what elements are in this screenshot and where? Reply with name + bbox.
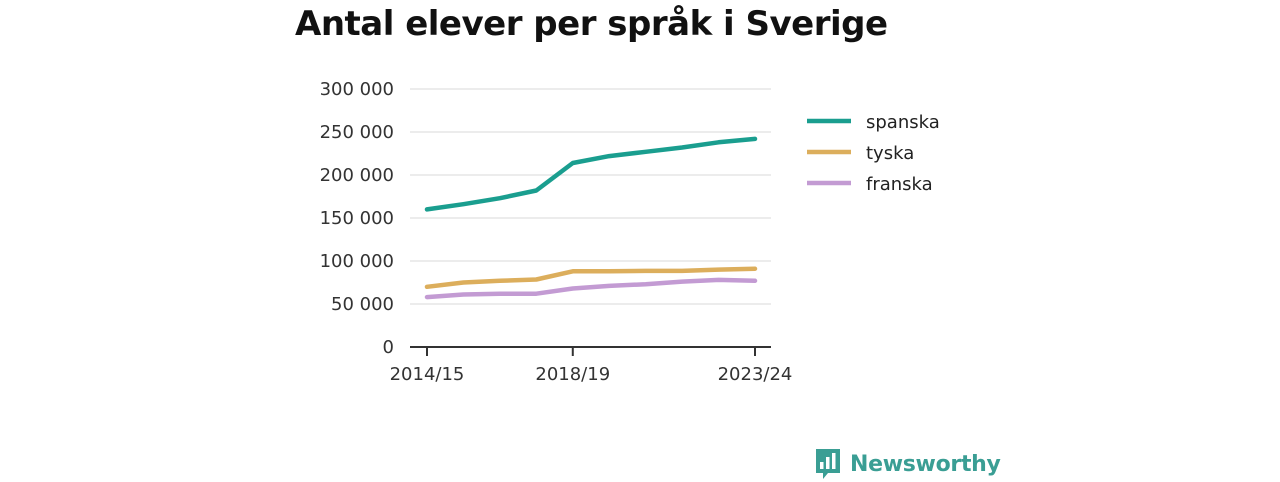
legend-label-franska: franska <box>866 174 933 195</box>
legend-label-spanska: spanska <box>866 112 940 133</box>
legend: spanska tyska franska <box>807 112 940 195</box>
legend-label-tyska: tyska <box>866 143 914 164</box>
x-tick-label: 2023/24 <box>718 364 793 385</box>
x-tick-label: 2018/19 <box>535 364 610 385</box>
x-tick-label: 2014/15 <box>390 364 465 385</box>
y-tick-label: 250 000 <box>320 122 394 143</box>
series-lines <box>424 136 758 300</box>
series-line-spanska <box>424 136 758 212</box>
bar-chart-speech-bubble-icon <box>816 449 840 479</box>
brand-name: Newsworthy <box>850 451 1001 477</box>
y-tick-label: 200 000 <box>320 165 394 186</box>
gridlines <box>410 88 771 305</box>
y-tick-label: 100 000 <box>320 251 394 272</box>
chart-title: Antal elever per språk i Sverige <box>295 4 888 44</box>
series-line-franska <box>424 277 758 300</box>
y-tick-label: 0 <box>383 337 394 358</box>
series-line-tyska <box>424 266 758 290</box>
y-tick-label: 50 000 <box>331 294 394 315</box>
axes: 0 50 000 100 000 150 000 200 000 250 000 300 0… <box>320 79 793 385</box>
y-tick-label: 150 000 <box>320 208 394 229</box>
brand-logo: Newsworthy <box>814 446 1001 482</box>
y-tick-label: 300 000 <box>320 79 394 100</box>
